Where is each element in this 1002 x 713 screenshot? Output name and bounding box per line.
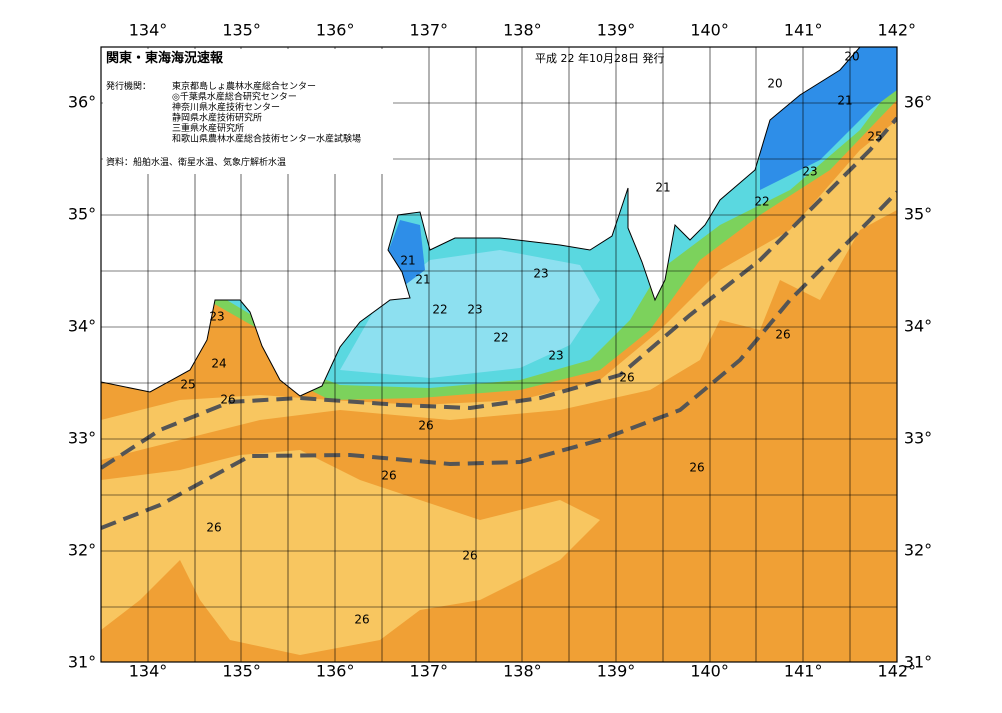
lat-label: 35° <box>68 205 96 224</box>
lat-label: 32° <box>904 541 932 560</box>
lon-label: 138° <box>503 662 542 681</box>
contour-label: 26 <box>206 521 221 535</box>
issuer: 和歌山県農林水産総合技術センター水産試験場 <box>172 133 361 145</box>
contour-label: 22 <box>754 195 769 209</box>
lat-label: 31° <box>68 653 96 672</box>
lon-label: 142° <box>878 21 917 40</box>
lat-label: 36° <box>68 93 96 112</box>
lon-label: 135° <box>222 21 261 40</box>
lon-label: 141° <box>784 21 823 40</box>
lon-label: 140° <box>690 662 729 681</box>
issuer: ◎千葉県水産総合研究センター <box>172 91 297 103</box>
lon-label: 136° <box>316 662 355 681</box>
contour-label: 20 <box>844 50 859 64</box>
grid <box>101 47 897 662</box>
lat-label: 32° <box>68 541 96 560</box>
lon-label: 134° <box>129 662 168 681</box>
contour-label: 24 <box>211 357 226 371</box>
contour-label: 23 <box>209 310 224 324</box>
contour-label: 20 <box>767 77 782 91</box>
lat-label: 33° <box>904 429 932 448</box>
contour-label: 26 <box>619 371 634 385</box>
contour-label: 23 <box>548 349 563 363</box>
lon-label: 139° <box>597 21 636 40</box>
lon-label: 137° <box>410 21 449 40</box>
contour-label: 21 <box>415 273 430 287</box>
contour-label: 26 <box>418 419 433 433</box>
issuer: 東京都島しょ農林水産総合センター <box>172 80 316 92</box>
contour-label: 21 <box>655 181 670 195</box>
lon-label: 137° <box>410 662 449 681</box>
contour-label: 25 <box>867 130 882 144</box>
title: 関東・東海海況速報 <box>106 50 224 66</box>
issuer: 神奈川県水産技術センター <box>172 101 280 113</box>
source: 資料：船舶水温、衛星水温、気象庁解析水温 <box>106 156 286 168</box>
lon-label: 138° <box>503 21 542 40</box>
lat-label: 36° <box>904 93 932 112</box>
contour-label: 26 <box>220 393 235 407</box>
contour-label: 23 <box>802 165 817 179</box>
lon-label: 139° <box>597 662 636 681</box>
issuer-label: 発行機関： <box>106 80 151 92</box>
contour-label: 22 <box>432 303 447 317</box>
lon-label: 141° <box>784 662 823 681</box>
issuer: 静岡県水産技術研究所 <box>172 112 262 124</box>
contour-label: 21 <box>837 94 852 108</box>
contour-label: 26 <box>775 328 790 342</box>
contour-label: 21 <box>400 254 415 268</box>
lat-label: 35° <box>904 205 932 224</box>
contour-label: 23 <box>533 267 548 281</box>
lat-label: 33° <box>68 429 96 448</box>
lon-label: 140° <box>690 21 729 40</box>
contour-label: 26 <box>354 613 369 627</box>
contour-label: 23 <box>467 303 482 317</box>
lat-label: 34° <box>68 317 96 336</box>
lon-label: 136° <box>316 21 355 40</box>
contour-label: 25 <box>180 378 195 392</box>
contour-label: 26 <box>462 549 477 563</box>
lat-label: 34° <box>904 317 932 336</box>
contour-label: 26 <box>689 461 704 475</box>
lon-label: 135° <box>222 662 261 681</box>
date: 平成 22 年10月28日 発行 <box>535 51 664 65</box>
lat-label: 31° <box>904 653 932 672</box>
issuer: 三重県水産研究所 <box>172 122 244 134</box>
lon-label: 134° <box>129 21 168 40</box>
contour-label: 22 <box>493 331 508 345</box>
frame <box>100 46 898 663</box>
legend-box <box>103 49 393 174</box>
lon-label: 142° <box>878 662 917 681</box>
contour-label: 26 <box>381 469 396 483</box>
